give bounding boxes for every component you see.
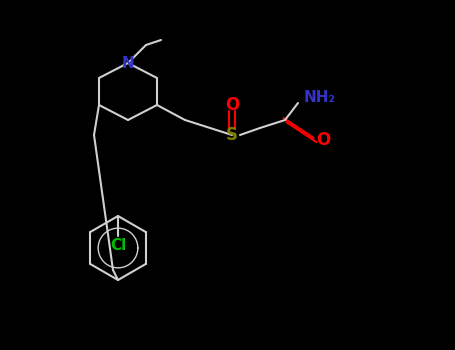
- Text: NH₂: NH₂: [304, 91, 336, 105]
- Text: O: O: [225, 96, 239, 114]
- Text: S: S: [226, 126, 238, 144]
- Text: O: O: [316, 131, 330, 149]
- Text: Cl: Cl: [110, 238, 126, 253]
- Text: N: N: [121, 56, 134, 70]
